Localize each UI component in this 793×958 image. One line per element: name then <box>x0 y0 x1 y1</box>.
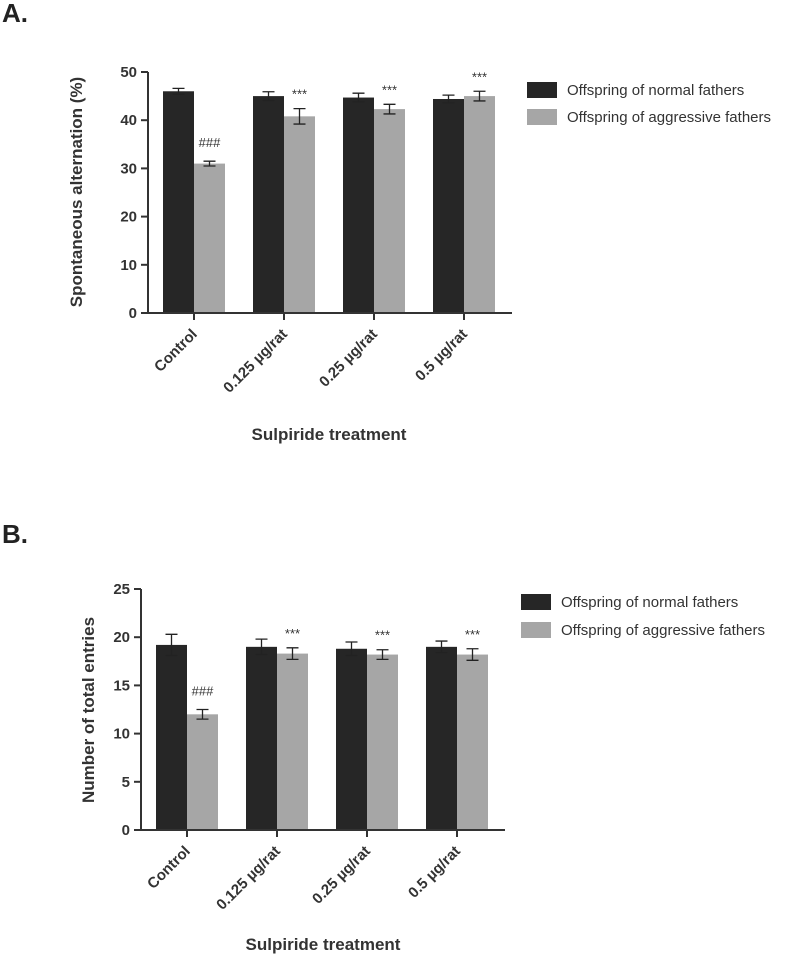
panel-b-legend: Offspring of normal fathers Offspring of… <box>521 594 765 639</box>
panel-a-bar-aggressive <box>374 109 405 313</box>
panel-a-error-bar <box>352 92 365 103</box>
panel-b-error-bar <box>165 633 178 657</box>
panel-a-bar-normal <box>253 96 284 313</box>
panel-a-significance-mark: ### <box>199 135 221 150</box>
panel-b-bar-normal <box>156 644 187 830</box>
panel-a-x-axis-title: Sulpiride treatment <box>252 425 407 444</box>
panel-a: A. Spontaneous alternation (%) Sulpiride… <box>2 0 771 444</box>
panel-b-significance-mark: *** <box>285 626 300 641</box>
panel-b-bar-aggressive <box>187 714 218 830</box>
panel-a-x-tick-label: 0.5 µg/rat <box>412 326 471 385</box>
panel-a-marks: 0 10 20 30 40 50 ### Control *** 0.125 µg/rat *** 0… <box>120 64 495 396</box>
legend-label-normal: Offspring of normal fathers <box>567 82 744 99</box>
panel-b-error-bar <box>466 648 479 661</box>
panel-b-bar-normal <box>336 648 367 830</box>
panel-b-y-tick-label: 5 <box>122 774 130 791</box>
panel-a-error-bar <box>442 94 455 104</box>
panel-a-bar-aggressive <box>194 163 225 313</box>
panel-b-significance-mark: *** <box>375 628 390 643</box>
panel-a-legend: Offspring of normal fathers Offspring of… <box>527 82 771 126</box>
panel-a-y-tick-label: 10 <box>120 257 137 274</box>
panel-b-bar-aggressive <box>277 653 308 830</box>
panel-b-x-axis-title: Sulpiride treatment <box>246 935 401 954</box>
panel-a-y-tick-label: 40 <box>120 112 137 129</box>
legend-label-aggressive: Offspring of aggressive fathers <box>561 622 765 639</box>
panel-b-y-tick-label: 25 <box>113 581 130 598</box>
panel-a-bar-normal <box>343 97 374 314</box>
panel-b-x-tick-label: 0.25 µg/rat <box>309 843 374 908</box>
panel-a-bar-normal <box>163 91 194 313</box>
panel-b-error-bar <box>435 640 448 654</box>
panel-a-bar-aggressive <box>464 96 495 313</box>
panel-b-significance-mark: *** <box>465 627 480 642</box>
panel-b-error-bar <box>255 638 268 656</box>
panel-a-x-tick-label: 0.25 µg/rat <box>316 326 381 391</box>
panel-b: B. Number of total entries Sulpiride tre… <box>2 519 765 954</box>
panel-b-error-bar <box>345 641 358 657</box>
panel-a-y-axis-title: Spontaneous alternation (%) <box>67 77 86 307</box>
panel-a-bar-normal <box>433 98 464 313</box>
panel-b-x-tick-label: 0.125 µg/rat <box>213 843 284 914</box>
panel-a-error-bar <box>203 160 216 167</box>
panel-a-y-tick-label: 0 <box>129 305 137 322</box>
panel-a-error-bar <box>172 87 185 95</box>
legend-swatch-normal <box>521 594 551 610</box>
panel-a-x-tick-label: 0.125 µg/rat <box>220 326 291 397</box>
panel-b-bar-normal <box>246 646 277 830</box>
panel-a-significance-mark: *** <box>472 69 487 84</box>
legend-label-aggressive: Offspring of aggressive fathers <box>567 109 771 126</box>
panel-b-error-bar <box>376 649 389 661</box>
panel-b-x-tick-label: Control <box>144 843 194 893</box>
legend-swatch-aggressive <box>521 622 551 638</box>
panel-a-bar-aggressive <box>284 116 315 314</box>
panel-b-y-tick-label: 15 <box>113 677 130 694</box>
panel-b-marks: 0 5 10 15 20 25 ### Control *** 0.125 µg/rat *** 0.… <box>113 581 488 913</box>
panel-a-x-tick-label: Control <box>151 326 201 376</box>
panel-b-label: B. <box>2 519 28 549</box>
legend-label-normal: Offspring of normal fathers <box>561 594 738 611</box>
panel-b-bar-aggressive <box>367 654 398 830</box>
legend-swatch-aggressive <box>527 109 557 125</box>
panel-a-label: A. <box>2 0 28 28</box>
panel-a-error-bar <box>473 90 486 102</box>
panel-b-y-tick-label: 20 <box>113 629 130 646</box>
panel-a-significance-mark: *** <box>382 82 397 97</box>
panel-b-significance-mark: ### <box>192 684 214 699</box>
panel-b-y-tick-label: 10 <box>113 726 130 743</box>
panel-a-significance-mark: *** <box>292 87 307 102</box>
panel-b-y-axis-title: Number of total entries <box>79 617 98 803</box>
panel-a-y-tick-label: 30 <box>120 160 137 177</box>
panel-a-y-tick-label: 50 <box>120 64 137 81</box>
panel-b-bar-normal <box>426 646 457 830</box>
panel-b-y-tick-label: 0 <box>122 822 130 839</box>
panel-b-error-bar <box>286 647 299 661</box>
panel-b-error-bar <box>196 708 209 720</box>
panel-a-error-bar <box>383 103 396 115</box>
panel-a-error-bar <box>293 107 306 125</box>
panel-a-y-tick-label: 20 <box>120 209 137 226</box>
panel-b-x-tick-label: 0.5 µg/rat <box>405 843 464 902</box>
legend-swatch-normal <box>527 82 557 98</box>
panel-a-error-bar <box>262 91 275 102</box>
panel-b-bar-aggressive <box>457 654 488 830</box>
